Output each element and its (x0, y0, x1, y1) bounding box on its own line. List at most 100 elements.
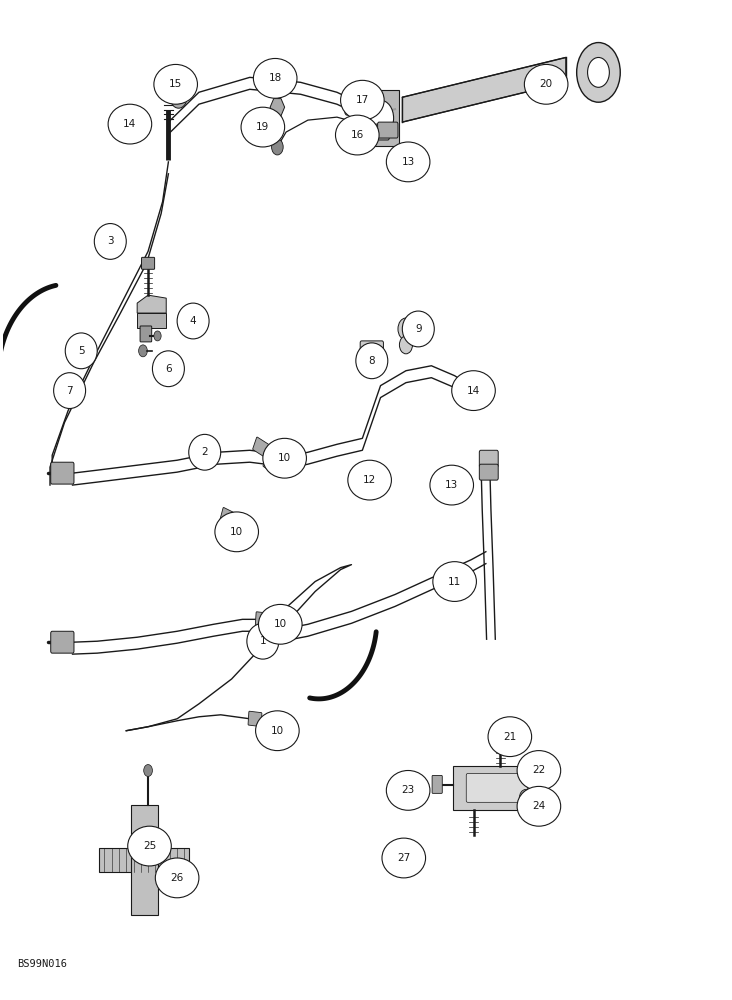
FancyBboxPatch shape (255, 612, 269, 627)
FancyBboxPatch shape (263, 454, 279, 473)
Ellipse shape (65, 333, 97, 369)
Circle shape (138, 345, 147, 357)
Circle shape (577, 43, 620, 102)
Polygon shape (100, 848, 190, 872)
Ellipse shape (108, 104, 152, 144)
Circle shape (143, 765, 152, 776)
FancyBboxPatch shape (51, 631, 74, 653)
Ellipse shape (335, 115, 379, 155)
Ellipse shape (263, 438, 307, 478)
Circle shape (400, 336, 413, 354)
Ellipse shape (517, 751, 561, 790)
Ellipse shape (430, 465, 474, 505)
FancyBboxPatch shape (264, 715, 277, 730)
Ellipse shape (189, 434, 221, 470)
Ellipse shape (382, 838, 425, 878)
FancyBboxPatch shape (140, 326, 152, 342)
Ellipse shape (386, 142, 430, 182)
Text: 13: 13 (402, 157, 415, 167)
Ellipse shape (215, 512, 258, 552)
Text: 20: 20 (539, 79, 553, 89)
Ellipse shape (255, 711, 299, 751)
Polygon shape (403, 57, 566, 122)
Ellipse shape (127, 826, 171, 866)
FancyBboxPatch shape (248, 711, 262, 727)
Ellipse shape (241, 107, 285, 147)
Text: 3: 3 (107, 236, 113, 246)
Text: 15: 15 (169, 79, 182, 89)
Ellipse shape (517, 786, 561, 826)
Ellipse shape (154, 64, 198, 104)
Text: 6: 6 (165, 364, 172, 374)
Circle shape (154, 331, 161, 341)
FancyBboxPatch shape (220, 507, 236, 526)
FancyBboxPatch shape (432, 775, 442, 793)
Text: 11: 11 (448, 577, 461, 587)
Ellipse shape (403, 311, 434, 347)
Text: 25: 25 (143, 841, 156, 851)
Text: 8: 8 (368, 356, 375, 366)
Text: BS99N016: BS99N016 (18, 959, 67, 969)
Text: 26: 26 (171, 873, 184, 883)
FancyBboxPatch shape (369, 124, 389, 140)
FancyBboxPatch shape (360, 341, 384, 361)
FancyBboxPatch shape (479, 450, 498, 467)
Text: 9: 9 (415, 324, 422, 334)
Polygon shape (270, 99, 285, 116)
Ellipse shape (155, 858, 199, 898)
Text: 27: 27 (397, 853, 411, 863)
Text: 4: 4 (190, 316, 196, 326)
Text: 2: 2 (201, 447, 208, 457)
Text: 7: 7 (67, 386, 73, 396)
FancyBboxPatch shape (378, 122, 398, 138)
Ellipse shape (53, 373, 86, 409)
FancyBboxPatch shape (271, 616, 285, 631)
Text: 13: 13 (445, 480, 458, 490)
FancyBboxPatch shape (232, 522, 247, 540)
FancyBboxPatch shape (479, 464, 498, 480)
Text: 19: 19 (256, 122, 269, 132)
Ellipse shape (340, 80, 384, 120)
Ellipse shape (386, 770, 430, 810)
Circle shape (518, 763, 533, 782)
Text: 10: 10 (274, 619, 287, 629)
Ellipse shape (524, 64, 568, 104)
FancyBboxPatch shape (345, 89, 376, 115)
Ellipse shape (488, 717, 531, 757)
Circle shape (368, 346, 376, 356)
Circle shape (588, 57, 609, 87)
FancyBboxPatch shape (494, 726, 507, 736)
Text: 18: 18 (269, 73, 282, 83)
Circle shape (398, 318, 414, 340)
Ellipse shape (452, 371, 496, 410)
Ellipse shape (94, 224, 127, 259)
Text: 22: 22 (532, 765, 545, 775)
Ellipse shape (177, 303, 209, 339)
Text: 14: 14 (467, 386, 480, 396)
Polygon shape (137, 313, 166, 328)
Text: 14: 14 (123, 119, 137, 129)
Polygon shape (131, 805, 157, 915)
Circle shape (272, 139, 283, 155)
Text: 10: 10 (271, 726, 284, 736)
Text: 24: 24 (532, 801, 545, 811)
Text: 17: 17 (356, 95, 369, 105)
Ellipse shape (247, 623, 279, 659)
Circle shape (519, 789, 532, 807)
FancyBboxPatch shape (141, 257, 154, 269)
Polygon shape (453, 766, 540, 810)
Text: 1: 1 (260, 636, 266, 646)
Polygon shape (362, 90, 399, 146)
Text: 21: 21 (503, 732, 517, 742)
Polygon shape (137, 295, 166, 313)
Ellipse shape (356, 343, 388, 379)
Ellipse shape (253, 58, 297, 98)
FancyBboxPatch shape (51, 462, 74, 484)
Circle shape (170, 84, 187, 108)
Text: 23: 23 (402, 785, 415, 795)
Ellipse shape (152, 351, 184, 387)
Text: 5: 5 (78, 346, 85, 356)
Circle shape (367, 100, 394, 136)
Ellipse shape (433, 562, 477, 601)
Text: 10: 10 (278, 453, 291, 463)
